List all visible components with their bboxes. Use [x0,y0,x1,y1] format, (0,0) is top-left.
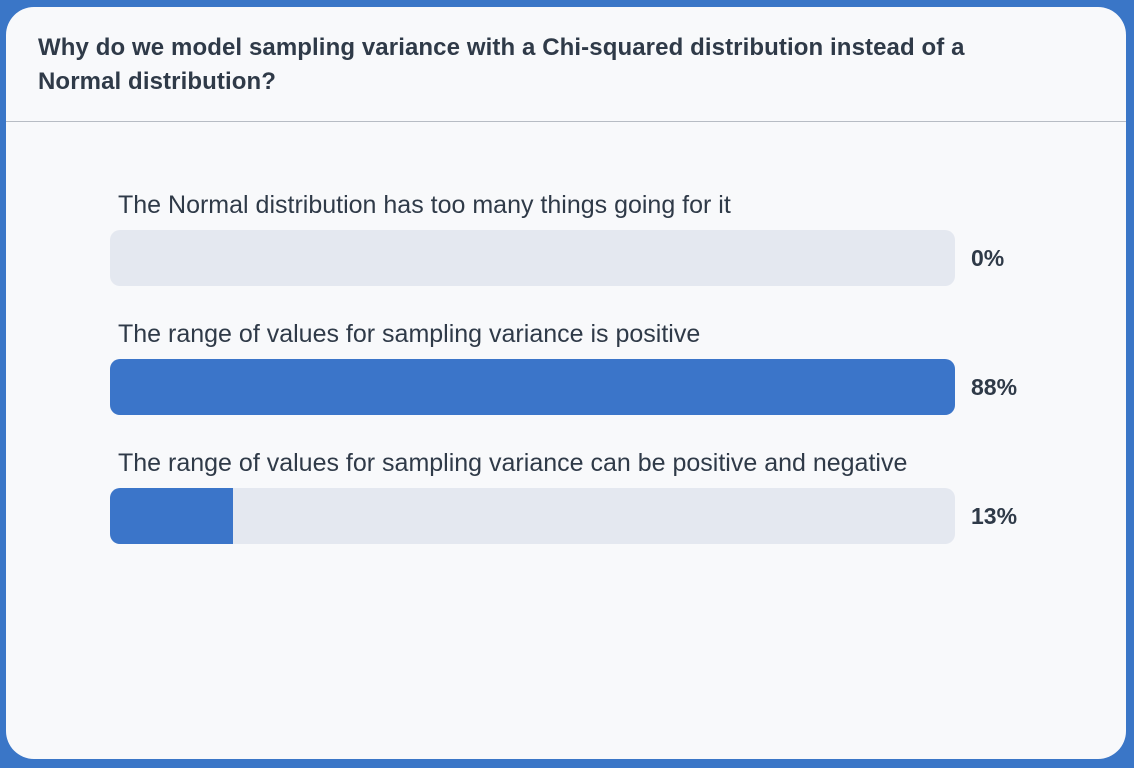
poll-header: Why do we model sampling variance with a… [6,7,1126,122]
poll-question: Why do we model sampling variance with a… [38,34,965,95]
poll-option-2[interactable]: The range of values for sampling varianc… [110,446,1040,558]
poll-option-percent: 0% [971,245,1005,271]
poll-option-label: The range of values for sampling varianc… [118,320,701,348]
poll-card: Why do we model sampling variance with a… [6,7,1126,759]
result-bar-fill [110,359,955,415]
result-bar-fill [110,488,233,544]
poll-option-label: The range of values for sampling varianc… [118,449,908,477]
result-bar-track [110,488,955,544]
poll-option-0[interactable]: The Normal distribution has too many thi… [110,188,1040,300]
poll-option-percent: 13% [971,503,1018,529]
poll-option-percent: 88% [971,374,1018,400]
result-bar-track [110,359,955,415]
poll-option-1[interactable]: The range of values for sampling varianc… [110,317,1040,429]
poll-option-label: The Normal distribution has too many thi… [118,191,731,219]
result-bar-track [110,230,955,286]
